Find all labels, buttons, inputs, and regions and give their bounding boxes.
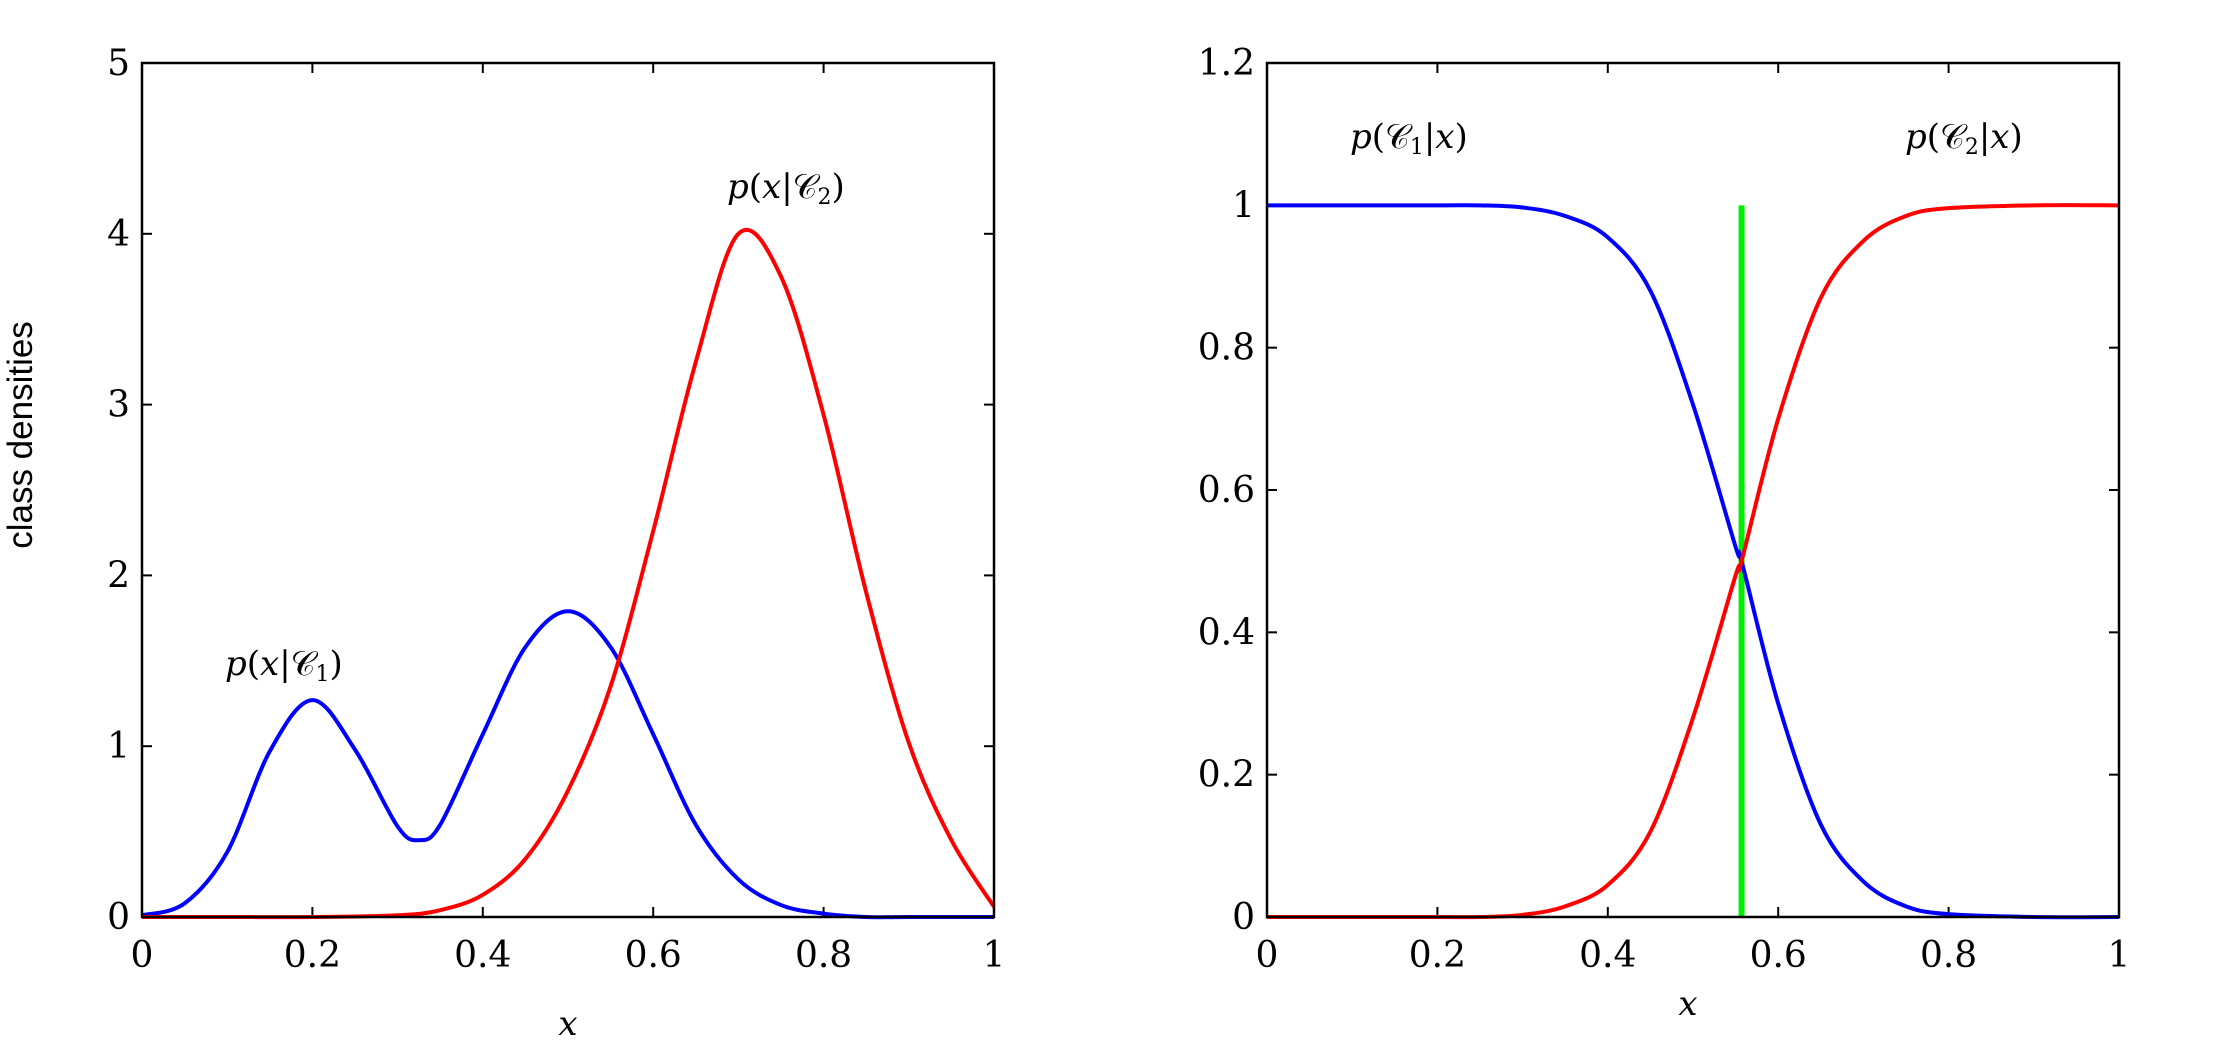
x-tick-label: 0.6	[625, 935, 682, 976]
y-tick-label: 2	[107, 555, 130, 596]
y-tick-label: 1	[107, 726, 130, 767]
x-tick-label: 0.8	[1920, 935, 1977, 976]
annotation-class2-density: p(x|𝒞2)	[727, 167, 845, 210]
axis-ticks: 0 0.2 0.4 0.6 0.8 1 0 0.2 0.4 0.6 0.8 1 1.2	[1198, 43, 2131, 976]
y-tick-label: 1	[1232, 185, 1255, 226]
x-tick-label: 0.8	[795, 935, 852, 976]
y-tick-label: 4	[107, 214, 130, 255]
y-tick-label: 0.2	[1198, 755, 1255, 796]
x-tick-label: 0.4	[454, 935, 511, 976]
class-densities-panel: class densities x 0 0.2 0.4 0.6 0.8 1 0 1 2 3 4 5 p…	[1, 43, 1005, 1044]
series-line-1	[141, 609, 994, 920]
annotation-class2-posterior: p(𝒞2|x)	[1905, 117, 2023, 160]
curves	[141, 227, 996, 920]
x-tick-label: 1	[983, 935, 1006, 976]
y-tick-label: 0.6	[1198, 470, 1255, 511]
y-tick-label: 0	[107, 897, 130, 938]
x-axis-label: x	[558, 1004, 577, 1044]
x-tick-label: 0	[1256, 935, 1279, 976]
x-tick-label: 0.2	[284, 935, 341, 976]
y-tick-label: 3	[107, 385, 130, 426]
annotation-class1-density: p(x|𝒞1)	[225, 644, 343, 687]
x-tick-label: 1	[2108, 935, 2131, 976]
curves	[1267, 203, 2120, 920]
y-tick-label: 0.4	[1198, 612, 1255, 653]
y-tick-label: 5	[107, 43, 130, 84]
plot-frame	[1265, 61, 2121, 919]
x-tick-label: 0	[131, 935, 154, 976]
annotation-class1-posterior: p(𝒞1|x)	[1350, 117, 1468, 160]
series-line-2	[1267, 203, 2120, 920]
axis-ticks: 0 0.2 0.4 0.6 0.8 1 0 1 2 3 4 5	[107, 43, 1005, 976]
x-tick-label: 0.2	[1409, 935, 1466, 976]
y-tick-label: 1.2	[1198, 43, 1255, 84]
series-line-2	[142, 227, 996, 920]
x-tick-label: 0.6	[1750, 935, 1807, 976]
y-tick-label: 0	[1232, 897, 1255, 938]
plot-frame	[140, 61, 996, 919]
y-tick-label: 0.8	[1198, 328, 1255, 369]
x-axis-label: x	[1678, 984, 1697, 1024]
series-line-1	[1267, 203, 2120, 920]
x-tick-label: 0.4	[1579, 935, 1636, 976]
y-axis-label: class densities	[1, 321, 40, 549]
posterior-panel: x 0 0.2 0.4 0.6 0.8 1 0 0.2 0.4 0.6 0.8 1 1.2 p(𝒞1|x…	[1198, 43, 2131, 1024]
